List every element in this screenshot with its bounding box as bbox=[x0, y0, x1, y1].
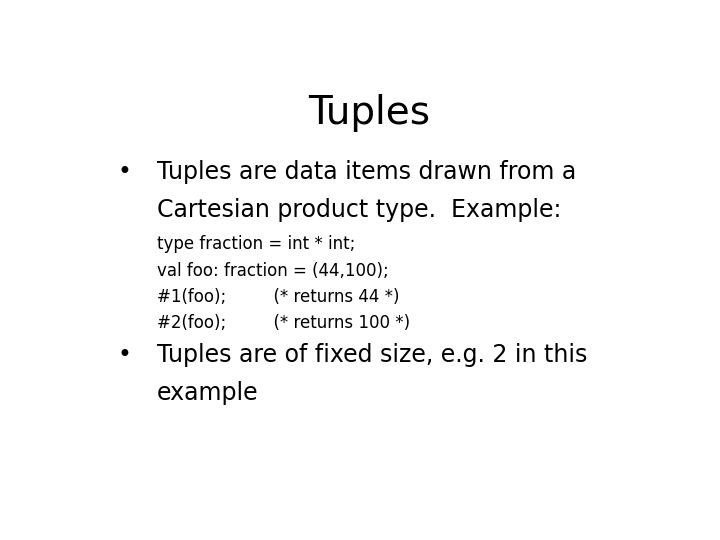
Text: type fraction = int * int;
val foo: fraction = (44,100);
#1(foo);         (* ret: type fraction = int * int; val foo: frac… bbox=[157, 235, 410, 333]
Text: Tuples are of fixed size, e.g. 2 in this: Tuples are of fixed size, e.g. 2 in this bbox=[157, 343, 588, 367]
Text: Tuples are data items drawn from a: Tuples are data items drawn from a bbox=[157, 160, 576, 185]
Text: Cartesian product type.  Example:: Cartesian product type. Example: bbox=[157, 198, 562, 222]
Text: •: • bbox=[118, 343, 132, 367]
Text: Tuples: Tuples bbox=[308, 94, 430, 132]
Text: example: example bbox=[157, 381, 258, 405]
Text: •: • bbox=[118, 160, 132, 185]
